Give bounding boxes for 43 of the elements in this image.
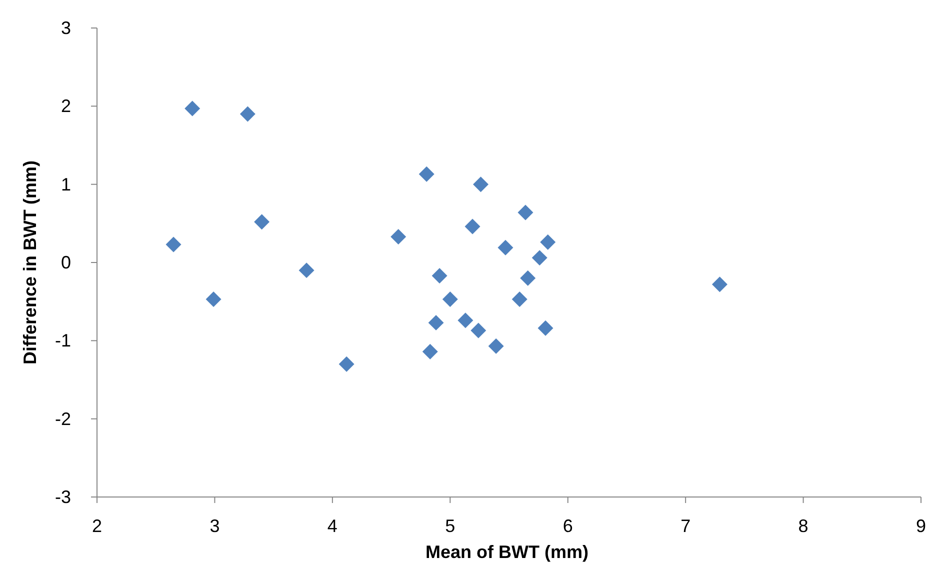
point xyxy=(184,100,200,116)
point xyxy=(538,320,554,336)
point xyxy=(254,214,270,230)
point xyxy=(206,291,222,307)
x-tick-label: 5 xyxy=(445,516,456,536)
point xyxy=(470,322,486,338)
point xyxy=(464,218,480,234)
point xyxy=(428,314,444,330)
point xyxy=(540,234,556,250)
y-tick-label: 3 xyxy=(60,18,71,38)
point xyxy=(458,312,474,328)
x-tick-label: 3 xyxy=(210,516,220,536)
point xyxy=(422,344,438,360)
point xyxy=(518,204,534,220)
y-tick-label: -1 xyxy=(54,330,71,351)
point xyxy=(498,240,514,256)
point xyxy=(488,338,504,354)
point xyxy=(712,276,728,292)
point xyxy=(338,356,354,372)
y-tick-label: -3 xyxy=(54,487,71,507)
point xyxy=(298,262,314,278)
x-tick-label: 8 xyxy=(798,516,808,536)
x-tick-label: 2 xyxy=(92,516,102,536)
point xyxy=(390,228,406,244)
y-tick-label: -2 xyxy=(54,408,71,429)
x-tick-label: 7 xyxy=(680,516,691,536)
point xyxy=(418,166,434,182)
y-tick-label: 2 xyxy=(60,96,71,116)
x-axis-title: Mean of BWT (mm) xyxy=(426,542,588,562)
x-tick-label: 6 xyxy=(562,516,573,536)
point xyxy=(166,236,182,252)
y-tick-label: 1 xyxy=(60,174,71,194)
point xyxy=(512,291,528,307)
point xyxy=(432,268,448,284)
point xyxy=(240,106,256,122)
x-tick-label: 9 xyxy=(916,516,926,536)
point xyxy=(520,270,536,286)
point xyxy=(442,291,458,307)
point xyxy=(532,250,548,266)
x-tick-label: 4 xyxy=(327,516,338,536)
point xyxy=(473,176,488,192)
y-axis-title: Difference in BWT (mm) xyxy=(20,160,40,365)
y-tick-label: 0 xyxy=(60,252,71,272)
